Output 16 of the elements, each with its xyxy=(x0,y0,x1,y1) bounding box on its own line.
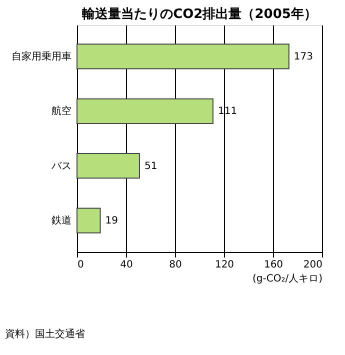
text: 資料）国土交通省 xyxy=(5,328,85,340)
x-axis-title: (g-CO₂/人キロ) xyxy=(252,274,323,284)
y-tick-label: 航空 xyxy=(52,105,72,118)
x-tick-label: 160 xyxy=(264,260,284,270)
x-tick-label: 40 xyxy=(120,260,133,270)
y-tick-label: バス xyxy=(50,160,72,172)
y-tick-label: 鉄道 xyxy=(52,214,72,227)
data-label: 51 xyxy=(144,160,158,172)
data-label: 173 xyxy=(294,51,314,62)
y-tick-label: 自家用乗用車 xyxy=(12,50,72,62)
x-tick-label: 200 xyxy=(303,260,322,270)
data-label: 19 xyxy=(105,216,118,227)
x-tick-label: 120 xyxy=(214,260,234,270)
x-tick-label: 80 xyxy=(169,260,182,270)
x-tick-label: 0 xyxy=(78,260,84,270)
chart-title: 輸送量当たりのCO2排出量（2005年） xyxy=(81,7,317,22)
